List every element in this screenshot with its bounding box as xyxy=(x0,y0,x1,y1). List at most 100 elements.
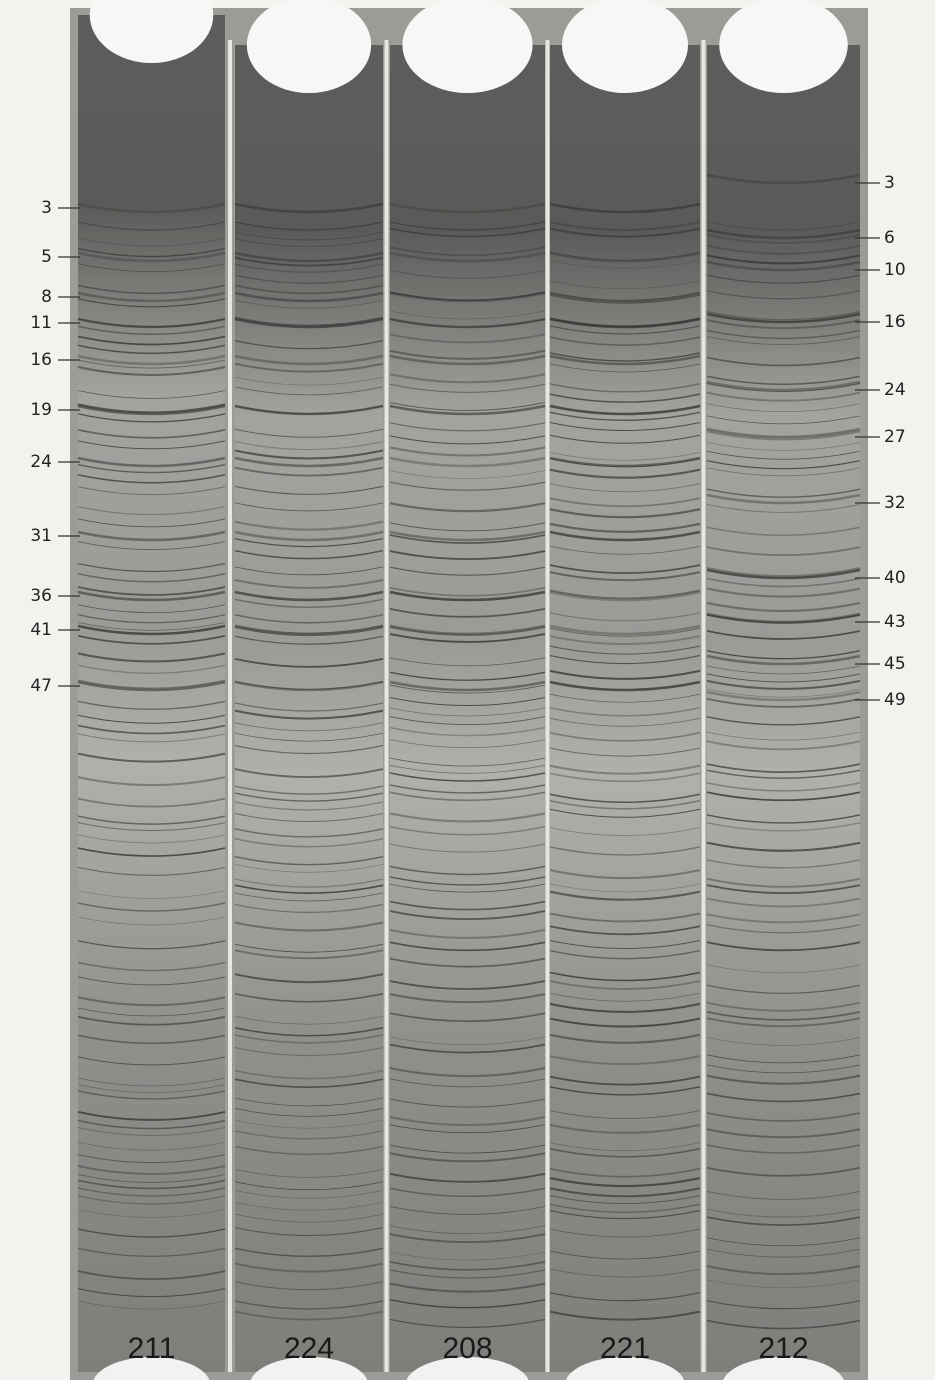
band xyxy=(389,957,546,968)
band xyxy=(234,263,384,273)
band xyxy=(77,652,226,663)
band xyxy=(389,757,546,767)
band xyxy=(77,247,226,258)
band xyxy=(77,506,226,516)
band xyxy=(234,903,384,914)
band xyxy=(234,386,384,396)
band xyxy=(389,349,546,360)
band xyxy=(77,752,226,763)
band xyxy=(549,260,701,269)
band xyxy=(77,1090,226,1100)
band xyxy=(234,949,384,960)
band xyxy=(549,483,701,493)
band xyxy=(234,530,384,542)
band xyxy=(389,1144,546,1154)
band xyxy=(389,626,546,636)
band xyxy=(706,630,861,640)
band xyxy=(706,1144,861,1154)
well xyxy=(402,0,533,93)
well xyxy=(89,0,214,63)
band xyxy=(77,251,226,263)
band xyxy=(706,274,861,284)
band xyxy=(706,688,861,698)
band xyxy=(77,463,226,474)
band xyxy=(77,634,226,645)
band xyxy=(234,316,384,327)
band xyxy=(389,530,546,542)
band xyxy=(706,1064,861,1074)
band xyxy=(234,1201,384,1211)
band xyxy=(706,460,861,470)
band xyxy=(706,1001,861,1012)
band xyxy=(706,173,861,185)
band xyxy=(389,318,546,328)
band xyxy=(706,822,861,832)
band xyxy=(549,627,701,637)
band xyxy=(549,645,701,655)
right-marker-label: 24 xyxy=(884,380,906,400)
band xyxy=(549,800,701,810)
band xyxy=(706,654,861,666)
band xyxy=(77,354,226,366)
band xyxy=(234,1181,384,1191)
left-marker-label: 5 xyxy=(41,247,52,267)
band xyxy=(706,336,861,345)
band xyxy=(549,793,701,804)
band xyxy=(77,821,226,832)
band xyxy=(389,812,546,823)
band xyxy=(549,846,701,856)
band xyxy=(706,356,861,367)
band xyxy=(389,1098,546,1108)
band xyxy=(549,530,701,542)
band xyxy=(549,747,701,757)
left-marker-label: 8 xyxy=(41,287,52,307)
band xyxy=(77,1179,226,1190)
band xyxy=(234,256,384,267)
band xyxy=(77,664,226,674)
band xyxy=(234,1213,384,1223)
band xyxy=(706,841,861,852)
right-marker-label: 10 xyxy=(884,260,906,280)
band xyxy=(389,401,546,411)
band xyxy=(234,317,384,329)
band xyxy=(706,312,861,324)
band xyxy=(389,739,546,748)
band xyxy=(234,376,384,386)
band xyxy=(706,614,861,624)
band xyxy=(389,1152,546,1163)
band xyxy=(77,1270,226,1280)
band xyxy=(234,1310,384,1321)
band xyxy=(389,607,546,618)
band xyxy=(549,1268,701,1278)
band xyxy=(234,449,384,460)
band xyxy=(389,1187,546,1197)
band xyxy=(77,961,226,972)
band xyxy=(549,363,701,373)
band xyxy=(234,614,384,624)
band xyxy=(549,468,701,479)
band xyxy=(389,941,546,952)
band xyxy=(389,1233,546,1243)
band xyxy=(549,354,701,366)
band xyxy=(389,291,546,302)
band xyxy=(389,590,546,602)
band xyxy=(77,325,226,335)
band xyxy=(77,202,226,214)
band xyxy=(234,1189,384,1199)
band xyxy=(706,319,861,330)
right-marker-label: 45 xyxy=(884,654,906,674)
band xyxy=(706,924,861,934)
band xyxy=(549,717,701,727)
band xyxy=(706,1112,861,1122)
band xyxy=(706,577,861,588)
band xyxy=(234,428,384,438)
band xyxy=(389,697,546,706)
band xyxy=(389,310,546,320)
band xyxy=(77,541,226,551)
band xyxy=(389,1282,546,1293)
band xyxy=(706,1037,861,1046)
lanes xyxy=(77,0,861,1380)
left-marker-label: 47 xyxy=(30,676,52,696)
band xyxy=(389,383,546,393)
